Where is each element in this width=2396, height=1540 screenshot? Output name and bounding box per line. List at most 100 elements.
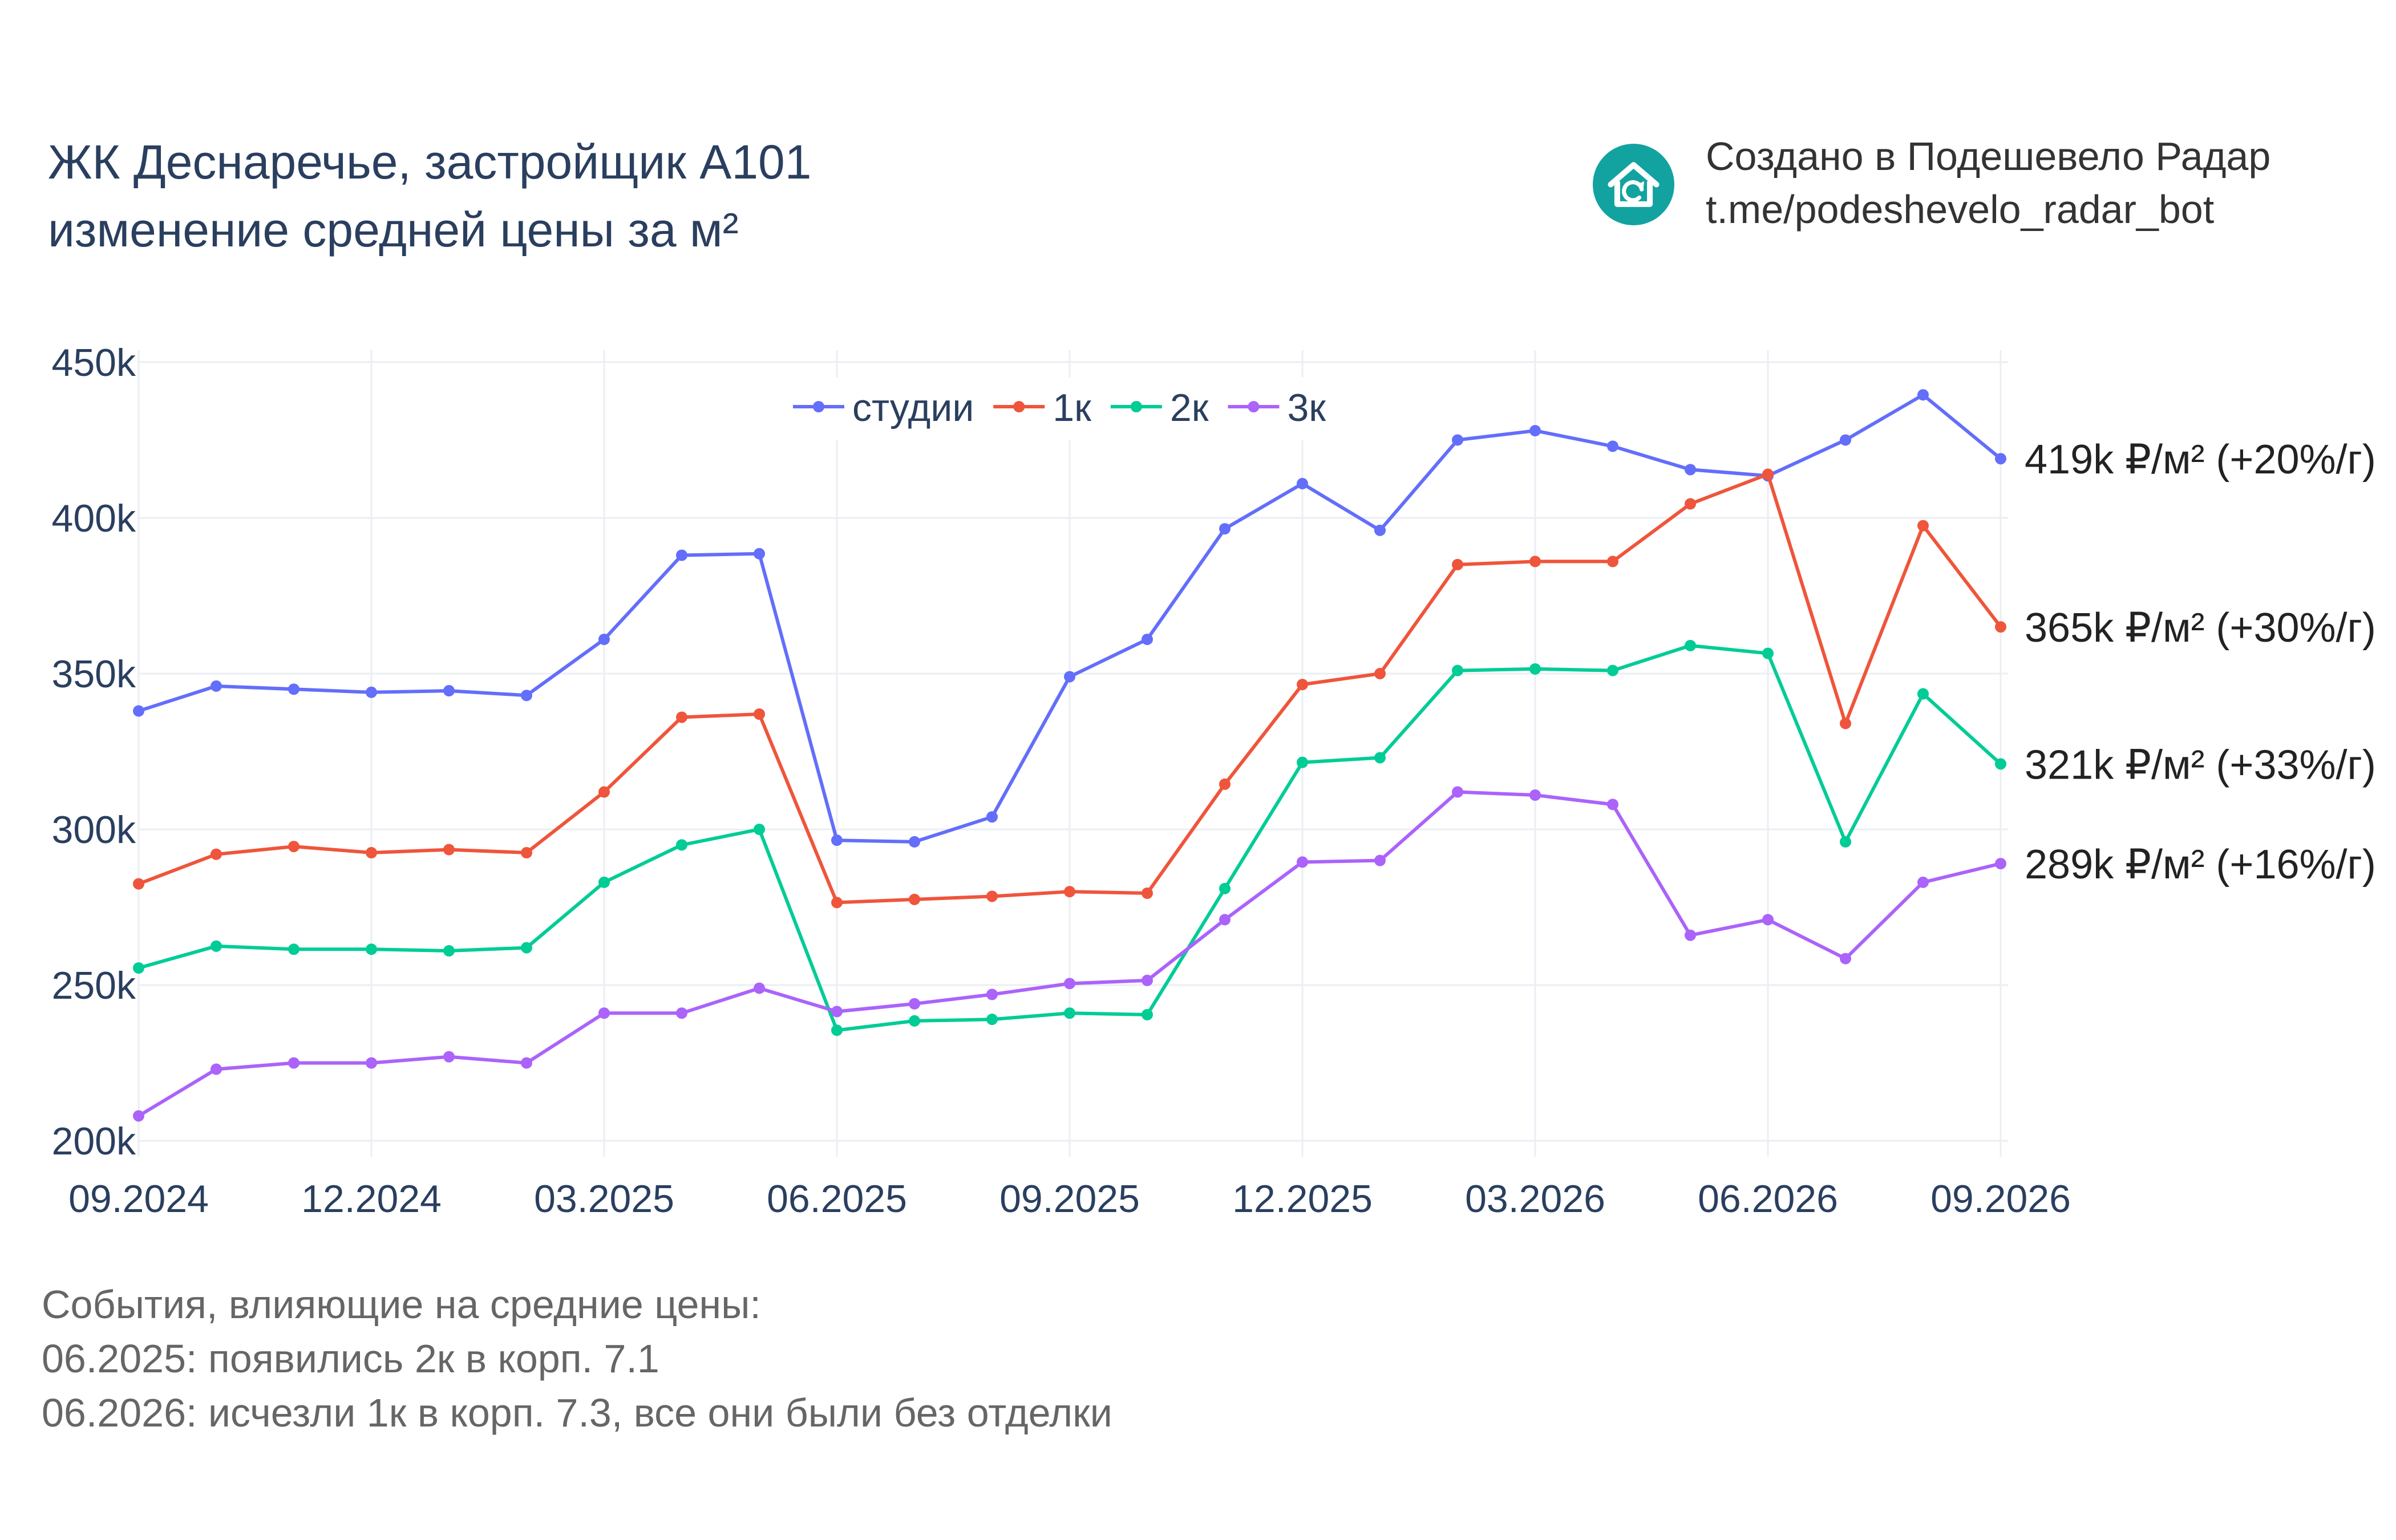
x-tick-label: 12.2025 — [1232, 1177, 1373, 1221]
data-point — [1762, 647, 1774, 659]
events-notes: События, влияющие на средние цены: 06.20… — [42, 1278, 1112, 1441]
data-point — [1685, 639, 1696, 651]
data-point — [1685, 464, 1696, 476]
data-point — [1995, 621, 2006, 633]
data-point — [1529, 663, 1541, 675]
end-label: 365k ₽/м² (+30%/г) — [2025, 605, 2376, 651]
y-tick-label: 450k — [52, 341, 136, 384]
data-point — [366, 1057, 377, 1069]
data-point — [1452, 434, 1463, 446]
data-point — [1995, 758, 2006, 770]
data-point — [1995, 453, 2006, 465]
legend-background — [782, 378, 1358, 440]
data-point — [909, 1015, 920, 1027]
data-point — [1529, 425, 1541, 437]
data-point — [754, 548, 765, 560]
data-point — [1529, 556, 1541, 568]
legend-marker — [1130, 401, 1142, 412]
data-point — [909, 893, 920, 905]
data-point — [986, 811, 998, 823]
data-point — [598, 633, 610, 645]
data-point — [1917, 688, 1929, 700]
legend: студии 1к 2к 3к — [782, 378, 1358, 440]
title-line-2: изменение средней цены за м² — [48, 203, 739, 257]
x-tick-label: 06.2026 — [1698, 1177, 1838, 1221]
data-point — [676, 711, 687, 723]
data-point — [133, 878, 144, 890]
data-point — [288, 1057, 300, 1069]
data-point — [1142, 633, 1153, 645]
y-tick-label: 300k — [52, 808, 136, 852]
data-point — [909, 998, 920, 1010]
end-label: 321k ₽/м² (+33%/г) — [2025, 742, 2376, 788]
data-point — [831, 1024, 843, 1036]
data-point — [1840, 434, 1851, 446]
title-line-1: ЖК Деснаречье, застройщик А101 — [48, 135, 812, 189]
data-point — [1840, 953, 1851, 964]
data-point — [986, 1014, 998, 1026]
data-point — [211, 680, 222, 692]
data-point — [1297, 856, 1308, 868]
data-point — [443, 945, 455, 957]
data-point — [1219, 914, 1231, 926]
x-tick-label: 09.2026 — [1930, 1177, 2071, 1221]
legend-marker — [1013, 401, 1025, 412]
data-point — [1762, 468, 1774, 480]
legend-label: студии — [852, 386, 974, 429]
chart-title: ЖК Деснаречье, застройщик А101 изменение… — [48, 128, 811, 265]
note-item: 06.2025: появились 2к в корп. 7.1 — [42, 1336, 659, 1381]
data-point — [1917, 389, 1929, 401]
x-tick-label: 03.2026 — [1465, 1177, 1605, 1221]
data-point — [521, 847, 532, 859]
notes-heading: События, влияющие на средние цены: — [42, 1282, 761, 1327]
data-point — [1607, 556, 1618, 568]
legend-marker — [1248, 401, 1260, 412]
data-point — [1762, 914, 1774, 926]
data-point — [676, 1007, 687, 1019]
data-point — [676, 839, 687, 851]
y-tick-label: 250k — [52, 964, 136, 1007]
data-point — [1064, 1007, 1075, 1019]
data-point — [521, 690, 532, 702]
note-item: 06.2026: исчезли 1к в корп. 7.3, все они… — [42, 1391, 1112, 1436]
data-point — [1607, 799, 1618, 810]
data-point — [1917, 520, 1929, 532]
data-point — [133, 705, 144, 717]
data-point — [1840, 836, 1851, 848]
data-point — [831, 897, 843, 909]
data-point — [1064, 978, 1075, 990]
data-point — [1064, 886, 1075, 898]
data-point — [1607, 664, 1618, 676]
legend-label: 3к — [1287, 386, 1326, 429]
data-point — [211, 848, 222, 860]
data-point — [211, 1063, 222, 1075]
data-point — [986, 890, 998, 902]
data-point — [1142, 887, 1153, 899]
x-tick-label: 09.2024 — [68, 1177, 209, 1221]
series: 419k ₽/м² (+20%/г) 365k ₽/м² (+30%/г) 321k… — [133, 389, 2376, 1122]
data-point — [676, 549, 687, 561]
data-point — [598, 786, 610, 798]
data-point — [1297, 679, 1308, 691]
y-tick-label: 350k — [52, 653, 136, 696]
legend-label: 1к — [1053, 386, 1092, 429]
data-point — [1374, 752, 1386, 764]
y-axis: 200k 250k 300k 350k 400k 450k — [52, 341, 136, 1163]
data-point — [754, 708, 765, 720]
data-point — [1685, 498, 1696, 510]
data-point — [443, 1051, 455, 1063]
house-refresh-icon — [1593, 144, 1674, 225]
data-point — [754, 982, 765, 994]
data-point — [521, 1057, 532, 1069]
data-point — [754, 824, 765, 836]
data-point — [1142, 974, 1153, 986]
data-point — [1685, 929, 1696, 941]
data-point — [1452, 786, 1463, 798]
brand-link[interactable]: t.me/podeshevelo_radar_bot — [1706, 187, 2215, 232]
data-point — [598, 1007, 610, 1019]
end-label: 419k ₽/м² (+20%/г) — [2025, 437, 2376, 483]
data-point — [521, 942, 532, 954]
data-point — [831, 834, 843, 846]
